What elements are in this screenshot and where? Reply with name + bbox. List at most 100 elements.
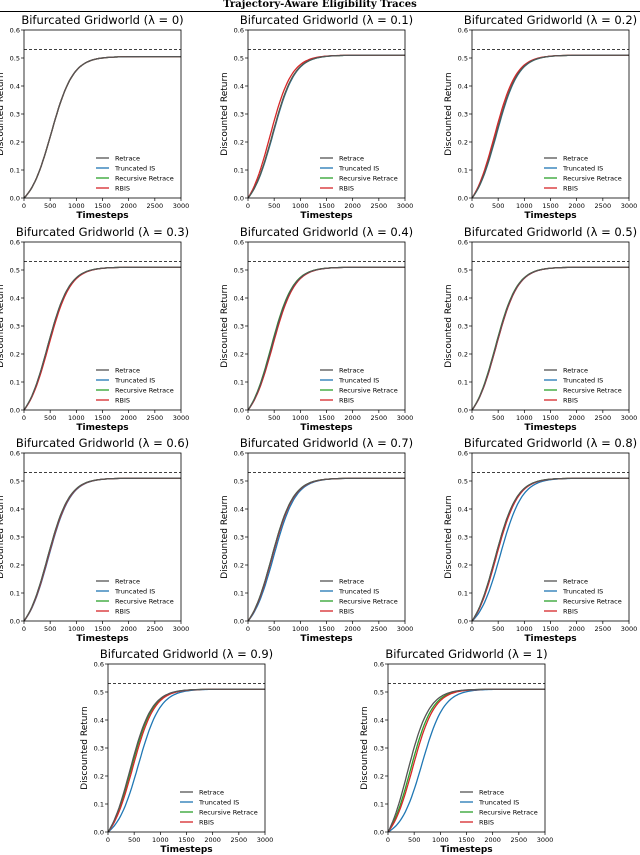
y-tick-label: 0.5 bbox=[10, 55, 20, 63]
x-axis-label: Timesteps bbox=[524, 634, 576, 644]
y-tick-label: 0.6 bbox=[10, 239, 20, 247]
y-axis-label: Discounted Return bbox=[444, 72, 454, 156]
x-tick-label: 1000 bbox=[432, 836, 449, 844]
y-tick-label: 0.4 bbox=[458, 506, 468, 514]
x-tick-label: 500 bbox=[492, 202, 504, 210]
x-tick-label: 2500 bbox=[371, 414, 388, 422]
y-tick-label: 0.1 bbox=[234, 590, 244, 598]
chart-title: Bifurcated Gridworld (λ = 0.8) bbox=[464, 436, 637, 450]
y-tick-label: 0.4 bbox=[234, 506, 244, 514]
y-axis-label: Discounted Return bbox=[220, 495, 230, 579]
x-tick-label: 2500 bbox=[147, 414, 164, 422]
chart-panel: Bifurcated Gridworld (λ = 0.5) Discounted… bbox=[444, 225, 637, 433]
plot-frame bbox=[23, 29, 182, 199]
plot-frame bbox=[23, 241, 182, 411]
x-tick-label: 1500 bbox=[542, 414, 559, 422]
x-tick-label: 2500 bbox=[371, 625, 388, 633]
x-axis-label: Timesteps bbox=[76, 634, 128, 644]
y-tick-label: 0.0 bbox=[10, 195, 20, 203]
x-tick-label: 2000 bbox=[484, 836, 501, 844]
series-line-retrace bbox=[471, 266, 629, 411]
y-axis-label: Discounted Return bbox=[360, 706, 370, 790]
chart-title: Bifurcated Gridworld (λ = 0.5) bbox=[464, 225, 637, 239]
x-tick-label: 1000 bbox=[68, 414, 85, 422]
legend-label: Truncated IS bbox=[338, 165, 379, 173]
x-tick-label: 0 bbox=[22, 625, 26, 633]
y-tick-label: 0.4 bbox=[374, 717, 384, 725]
chart-panel: Bifurcated Gridworld (λ = 0.4) Discounted… bbox=[220, 225, 413, 433]
legend-label: Truncated IS bbox=[198, 799, 239, 807]
plot-frame bbox=[247, 241, 406, 411]
page-header-title: Trajectory-Aware Eligibility Traces bbox=[223, 0, 417, 10]
x-tick-label: 1000 bbox=[68, 625, 85, 633]
chart-panel: Bifurcated Gridworld (λ = 0.9) Discounted… bbox=[80, 647, 273, 855]
legend-label: Recursive Retrace bbox=[479, 809, 538, 817]
x-tick-label: 1000 bbox=[292, 414, 309, 422]
x-tick-label: 1500 bbox=[94, 414, 111, 422]
legend-label: Truncated IS bbox=[478, 799, 519, 807]
y-tick-label: 0.2 bbox=[94, 773, 104, 781]
legend-label: Truncated IS bbox=[562, 377, 603, 385]
x-tick-label: 1000 bbox=[516, 414, 533, 422]
x-tick-label: 2500 bbox=[595, 414, 612, 422]
chart-panel: Bifurcated Gridworld (λ = 0.2) Discounted… bbox=[444, 13, 637, 221]
y-tick-label: 0.3 bbox=[374, 745, 384, 753]
x-axis-label: Timesteps bbox=[440, 845, 492, 855]
legend-label: Recursive Retrace bbox=[563, 387, 622, 395]
y-tick-label: 0.4 bbox=[458, 295, 468, 303]
y-tick-label: 0.5 bbox=[458, 55, 468, 63]
y-axis-label: Discounted Return bbox=[0, 284, 6, 368]
x-tick-label: 500 bbox=[268, 202, 280, 210]
y-tick-label: 0.2 bbox=[458, 562, 468, 570]
y-tick-label: 0.5 bbox=[234, 267, 244, 275]
legend-label: Retrace bbox=[339, 367, 364, 375]
legend-label: Truncated IS bbox=[338, 588, 379, 596]
chart-title: Bifurcated Gridworld (λ = 0.9) bbox=[100, 647, 273, 661]
y-tick-label: 0.0 bbox=[10, 407, 20, 415]
y-tick-label: 0.3 bbox=[94, 745, 104, 753]
y-tick-label: 0.3 bbox=[10, 534, 20, 542]
x-tick-label: 0 bbox=[246, 414, 250, 422]
y-tick-label: 0.5 bbox=[234, 55, 244, 63]
y-tick-label: 0.6 bbox=[234, 239, 244, 247]
y-tick-label: 0.3 bbox=[10, 323, 20, 331]
plot-frame bbox=[471, 29, 630, 199]
y-axis-label: Discounted Return bbox=[220, 72, 230, 156]
y-tick-label: 0.1 bbox=[374, 801, 384, 809]
x-tick-label: 500 bbox=[408, 836, 420, 844]
plot-frame bbox=[247, 29, 406, 199]
x-tick-label: 2500 bbox=[595, 202, 612, 210]
x-tick-label: 2000 bbox=[344, 625, 361, 633]
x-tick-label: 2000 bbox=[344, 414, 361, 422]
y-tick-label: 0.1 bbox=[458, 167, 468, 175]
legend-label: Retrace bbox=[563, 578, 588, 586]
y-tick-label: 0.6 bbox=[234, 450, 244, 458]
y-tick-label: 0.0 bbox=[234, 195, 244, 203]
x-tick-label: 3000 bbox=[397, 625, 414, 633]
plot-frame bbox=[387, 663, 546, 833]
legend-label: RBIS bbox=[563, 608, 578, 616]
x-tick-label: 3000 bbox=[621, 414, 638, 422]
y-tick-label: 0.0 bbox=[10, 618, 20, 626]
chart-title: Bifurcated Gridworld (λ = 0) bbox=[21, 13, 183, 27]
series-line-retrace bbox=[247, 266, 405, 411]
y-tick-label: 0.5 bbox=[374, 689, 384, 697]
y-tick-label: 0.3 bbox=[234, 534, 244, 542]
x-tick-label: 2500 bbox=[371, 202, 388, 210]
y-axis-label: Discounted Return bbox=[220, 284, 230, 368]
y-tick-label: 0.5 bbox=[10, 478, 20, 486]
plot-frame bbox=[247, 452, 406, 622]
y-tick-label: 0.5 bbox=[234, 478, 244, 486]
series-line-retrace bbox=[107, 688, 265, 833]
y-tick-label: 0.2 bbox=[10, 139, 20, 147]
x-tick-label: 500 bbox=[128, 836, 140, 844]
x-tick-label: 3000 bbox=[621, 202, 638, 210]
x-tick-label: 2000 bbox=[344, 202, 361, 210]
x-tick-label: 0 bbox=[470, 625, 474, 633]
chart-panel: Bifurcated Gridworld (λ = 0.8) Discounted… bbox=[444, 436, 637, 644]
legend-label: RBIS bbox=[563, 397, 578, 405]
y-tick-label: 0.3 bbox=[458, 111, 468, 119]
legend-label: RBIS bbox=[339, 185, 354, 193]
y-axis-label: Discounted Return bbox=[444, 495, 454, 579]
legend-label: RBIS bbox=[339, 397, 354, 405]
